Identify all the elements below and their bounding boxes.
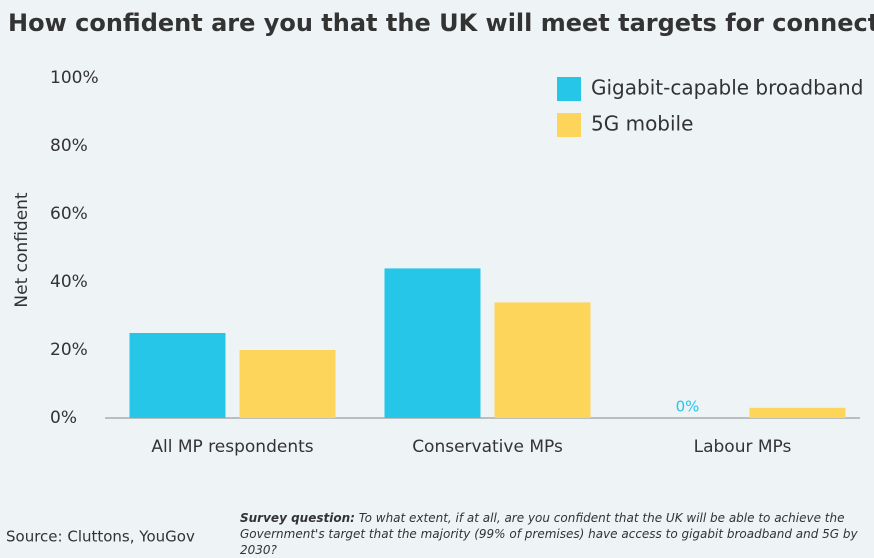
y-tick-label: 40% [50, 272, 88, 292]
bar [239, 350, 336, 418]
x-tick-label: All MP respondents [151, 437, 313, 457]
survey-note: Survey question: To what extent, if at a… [240, 510, 870, 558]
chart-title: How confident are you that the UK will m… [8, 9, 874, 37]
y-tick-label: 0% [50, 408, 77, 428]
y-tick-label: 80% [50, 136, 88, 156]
x-tick-label: Conservative MPs [412, 437, 563, 457]
legend-swatch [557, 77, 581, 101]
y-tick-label: 60% [50, 204, 88, 224]
data-label: 0% [676, 398, 700, 416]
legend-swatch [557, 113, 581, 137]
source: Source: Cluttons, YouGov [6, 528, 195, 546]
bar [749, 407, 846, 418]
bar [129, 333, 226, 418]
y-tick-label: 20% [50, 340, 88, 360]
note-label: Survey question: [240, 511, 355, 525]
x-tick-label: Labour MPs [694, 437, 792, 457]
legend-label: 5G mobile [591, 112, 693, 136]
bar [384, 268, 481, 418]
bar [494, 302, 591, 418]
legend-label: Gigabit-capable broadband [591, 76, 863, 100]
note-text: To what extent, if at all, are you confi… [240, 511, 858, 557]
y-tick-label: 100% [50, 68, 99, 88]
y-axis-label: Net confident [12, 192, 32, 307]
